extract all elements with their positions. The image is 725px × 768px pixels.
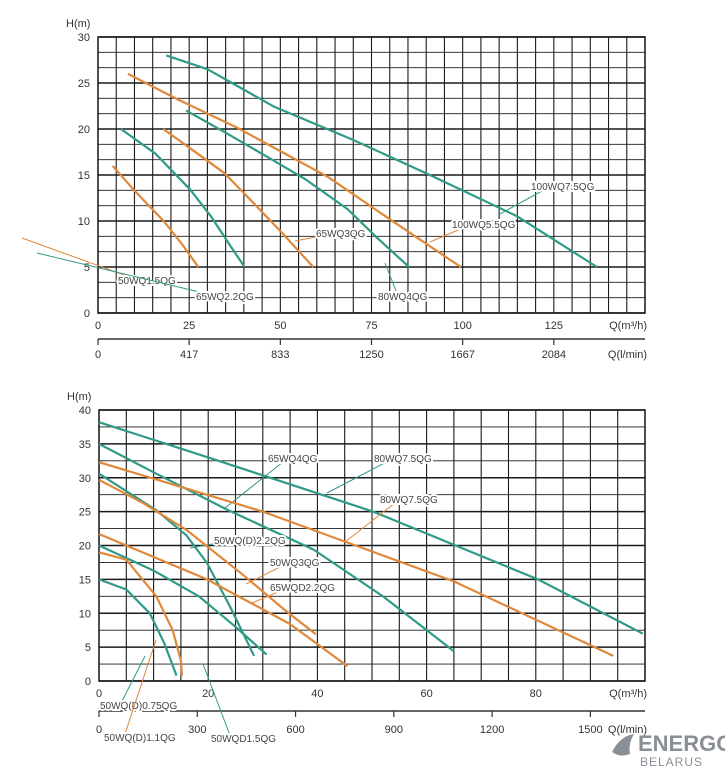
- series-curve-80wq4qg: [185, 109, 410, 268]
- series-label: 80WQ7.5QG: [374, 454, 432, 465]
- secondary-x-tick-label: 0: [95, 349, 101, 361]
- series-curve-65wq3qg: [162, 128, 315, 268]
- leader-line: [36, 252, 217, 297]
- secondary-x-tick-label: 417: [180, 349, 198, 361]
- y-tick-label: 15: [79, 574, 91, 586]
- secondary-x-tick-label: 1250: [359, 349, 383, 361]
- leader-line: [189, 539, 235, 549]
- x-tick-label: 125: [545, 320, 563, 332]
- series-label: 50WQD1.5QG: [211, 734, 276, 745]
- secondary-x-tick-label: 833: [271, 349, 289, 361]
- series-label: 65WQ3QG: [316, 229, 366, 240]
- x-tick-label: 0: [96, 688, 102, 700]
- series-curve-65wq4qg: [98, 442, 455, 653]
- y-tick-label: 5: [85, 642, 91, 654]
- leader-line: [224, 457, 289, 509]
- x-tick-label: 0: [95, 320, 101, 332]
- chart-top: 0 5 10 15 20 25 30 H(m) 0 25 50 75 100 125 Q(m³/h) 0 417…: [21, 18, 647, 361]
- series-curve-80wq7-5qg: [98, 461, 614, 657]
- secondary-x-tick-label: 0: [96, 724, 102, 736]
- secondary-x-tick-label: 900: [385, 724, 403, 736]
- secondary-x-axis-label: Q(l/min): [608, 349, 647, 361]
- leader-line: [202, 663, 232, 739]
- y-axis-label: H(m): [66, 18, 90, 30]
- x-tick-label: 50: [274, 320, 286, 332]
- y-tick-label: 10: [78, 216, 90, 228]
- series-curve-80wq7-5qg: [98, 421, 644, 635]
- series-curve-65wq2-2qg: [120, 128, 246, 268]
- y-tick-label: 25: [79, 507, 91, 519]
- energo-belarus-logo: ENERGO BELARUS: [612, 731, 725, 768]
- series-label: 80WQ7.5QG: [380, 495, 438, 506]
- leader-line: [499, 185, 552, 215]
- secondary-x-tick-label: 300: [188, 724, 206, 736]
- series-label: 100WQ5.5QG: [452, 220, 516, 231]
- plot-frame: [97, 36, 646, 314]
- series-curve-50wq3qg: [98, 478, 317, 636]
- series-label: 65WQD2.2QG: [270, 583, 335, 594]
- x-tick-label: 75: [365, 320, 377, 332]
- y-tick-label: 20: [79, 541, 91, 553]
- secondary-x-axis-label: Q(l/min): [608, 724, 647, 736]
- secondary-x-tick-label: 1500: [578, 724, 602, 736]
- series-curve-100wq5-5qg: [127, 72, 462, 268]
- series-label: 50WQ(D)0.75QG: [100, 701, 177, 712]
- y-tick-label: 5: [84, 262, 90, 274]
- x-tick-label: 80: [530, 688, 542, 700]
- leader-line: [344, 498, 401, 543]
- y-axis-label: H(m): [67, 391, 91, 403]
- y-tick-label: 30: [78, 32, 90, 44]
- series-label: 100WQ7.5QG: [531, 182, 595, 193]
- x-tick-label: 60: [420, 688, 432, 700]
- y-tick-label: 25: [78, 78, 90, 90]
- leader-line: [429, 223, 473, 243]
- series-label: 80WQ4QG: [378, 292, 428, 303]
- series-curve-50wq-d-1-1qg: [98, 551, 184, 676]
- leader-line: [294, 232, 337, 242]
- series-curve-50wq-d-0-75qg: [98, 578, 178, 676]
- series-curve-65wqd2-2qg: [98, 532, 349, 667]
- logo-line1: ENERGO: [638, 731, 725, 756]
- x-tick-label: 25: [183, 320, 195, 332]
- x-axis-label: Q(m³/h): [609, 688, 647, 700]
- series-curve-50wqd1-5qg: [98, 544, 268, 656]
- leader-line: [245, 561, 291, 585]
- secondary-x-tick-label: 2084: [542, 349, 566, 361]
- series-curve-50wq1-5qg: [111, 165, 200, 268]
- x-tick-label: 40: [311, 688, 323, 700]
- series-label: 65WQ2.2QG: [196, 292, 254, 303]
- leader-line: [119, 655, 146, 706]
- leader-line: [251, 586, 291, 604]
- y-tick-label: 10: [79, 608, 91, 620]
- leader-line: [21, 237, 139, 281]
- secondary-x-tick-label: 600: [286, 724, 304, 736]
- y-tick-label: 30: [79, 473, 91, 485]
- y-tick-label: 15: [78, 170, 90, 182]
- x-tick-label: 100: [453, 320, 471, 332]
- secondary-x-tick-label: 1667: [450, 349, 474, 361]
- logo-leaf-icon: [612, 734, 634, 756]
- series-label: 50WQ1.5QG: [118, 276, 176, 287]
- leader-line: [123, 639, 157, 738]
- logo-line2: BELARUS: [640, 755, 703, 768]
- series-label: 50WQ(D)2.2QG: [214, 536, 286, 547]
- y-tick-label: 40: [79, 405, 91, 417]
- x-axis-label: Q(m³/h): [609, 320, 647, 332]
- y-tick-label: 20: [78, 124, 90, 136]
- y-tick-label: 0: [84, 308, 90, 320]
- series-label: 50WQ3QG: [270, 558, 320, 569]
- chart-bottom: 0 5 10 15 20 25 30 35 40 H(m) 0 20 40 60 80 Q(m³/h) 0 300…: [67, 391, 647, 747]
- leader-line: [384, 262, 399, 297]
- series-label: 65WQ4QG: [268, 454, 318, 465]
- y-tick-label: 0: [85, 676, 91, 688]
- series-label: 50WQ(D)1.1QG: [104, 733, 176, 744]
- leader-line: [326, 457, 395, 494]
- x-tick-label: 20: [202, 688, 214, 700]
- secondary-x-tick-label: 1200: [480, 724, 504, 736]
- series-curve-100wq7-5qg: [165, 54, 598, 268]
- y-tick-label: 35: [79, 439, 91, 451]
